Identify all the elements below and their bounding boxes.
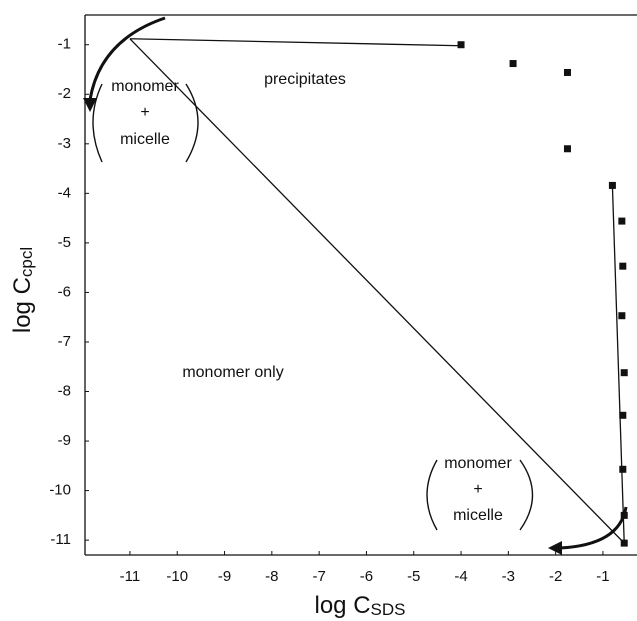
x-tick-label: -8: [265, 568, 278, 585]
boundary-line: [129, 38, 625, 544]
annotation: +: [140, 104, 149, 121]
x-tick-label: -6: [360, 568, 373, 585]
annotation: micelle: [120, 131, 170, 148]
y-tick-label: -9: [58, 432, 71, 449]
y-tick-label: -10: [49, 482, 71, 499]
annotation: monomer only: [182, 364, 283, 381]
annotation: monomer: [111, 78, 179, 95]
y-axis-label: log Ccpcl: [9, 247, 36, 333]
annotation: micelle: [453, 507, 503, 524]
boundary-line: [129, 38, 462, 47]
bracket: [92, 83, 103, 163]
bracket: [426, 459, 438, 531]
x-tick-label: -5: [407, 568, 420, 585]
data-point: [563, 68, 571, 76]
data-point: [618, 217, 626, 225]
bracket: [519, 459, 534, 531]
data-point: [619, 465, 627, 473]
annotation: monomer: [444, 455, 512, 472]
data-point: [457, 41, 465, 49]
y-tick-label: -7: [58, 333, 71, 350]
annotation: precipitates: [264, 71, 346, 88]
x-axis-label-sub: SDS: [371, 600, 406, 619]
arrowhead: [548, 541, 562, 555]
plot-frame: [84, 14, 637, 556]
x-axis-label-main: log C: [315, 592, 371, 619]
y-tick-label: -5: [58, 234, 71, 251]
y-tick-label: -6: [58, 283, 71, 300]
annotation: +: [473, 481, 482, 498]
data-point: [608, 181, 616, 189]
arrowhead: [83, 98, 97, 112]
x-tick-label: -2: [549, 568, 562, 585]
data-point: [509, 60, 517, 68]
arrow: [559, 506, 628, 550]
data-point: [619, 262, 627, 270]
brackets: [92, 83, 534, 531]
y-tick-label: -3: [58, 135, 71, 152]
data-point: [563, 145, 571, 153]
arrows: [83, 16, 628, 555]
boundary-line: [611, 185, 625, 544]
x-tick-label: -4: [454, 568, 467, 585]
x-tick-label: -7: [312, 568, 325, 585]
y-axis-label-main: log C: [9, 277, 36, 333]
y-tick-label: -2: [58, 85, 71, 102]
x-tick-label: -3: [502, 568, 515, 585]
data-point: [620, 539, 628, 547]
bracket: [185, 83, 199, 163]
data-point: [620, 369, 628, 377]
y-tick-label: -8: [58, 382, 71, 399]
data-point: [619, 411, 627, 419]
x-tick-label: -9: [218, 568, 231, 585]
y-tick-label: -4: [58, 184, 71, 201]
data-point: [618, 312, 626, 320]
data-point: [620, 511, 628, 519]
x-tick-label: -1: [596, 568, 609, 585]
y-axis-label-sub: cpcl: [17, 247, 36, 277]
y-tick-label: -1: [58, 36, 71, 53]
x-tick-label: -10: [166, 568, 188, 585]
y-tick-label: -11: [50, 531, 71, 548]
x-axis-label: log CSDS: [315, 592, 406, 619]
arrow: [88, 16, 166, 101]
x-tick-label: -11: [120, 568, 141, 585]
